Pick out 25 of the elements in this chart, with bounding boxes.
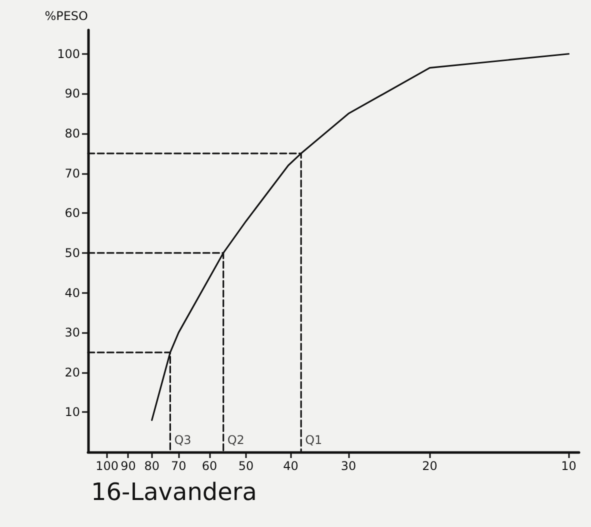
x-tick-label: 80: [144, 459, 160, 473]
y-tick-label: 100: [57, 46, 80, 61]
y-tick-label: 70: [64, 166, 80, 180]
annotation: Q3: [174, 433, 192, 447]
y-tick-label: 20: [64, 365, 80, 380]
x-tick-label: 90: [120, 459, 136, 473]
y-tick-label: 40: [64, 286, 80, 300]
x-tick-label: 40: [283, 459, 298, 473]
x-tick-label: 10: [561, 459, 576, 473]
x-tick-label: 100: [96, 459, 119, 473]
x-tick-label: 50: [238, 459, 254, 473]
y-tick-label: 60: [64, 206, 80, 220]
x-tick-label: 60: [202, 459, 218, 473]
x-tick-label: 30: [340, 459, 356, 473]
x-tick-label: 20: [422, 459, 438, 473]
y-tick-label: 30: [64, 326, 80, 340]
x-tick-label: 70: [170, 459, 186, 473]
text: 16-Lavandera: [91, 478, 257, 506]
y-tick-label: 80: [64, 126, 80, 141]
y-tick-label: 10: [64, 405, 80, 420]
y-tick-label: 90: [64, 86, 80, 101]
annotation: Q2: [227, 433, 244, 447]
y-tick-label: 50: [64, 246, 80, 260]
annotation: Q1: [305, 433, 322, 447]
y-axis-title: %PESO: [44, 9, 88, 23]
